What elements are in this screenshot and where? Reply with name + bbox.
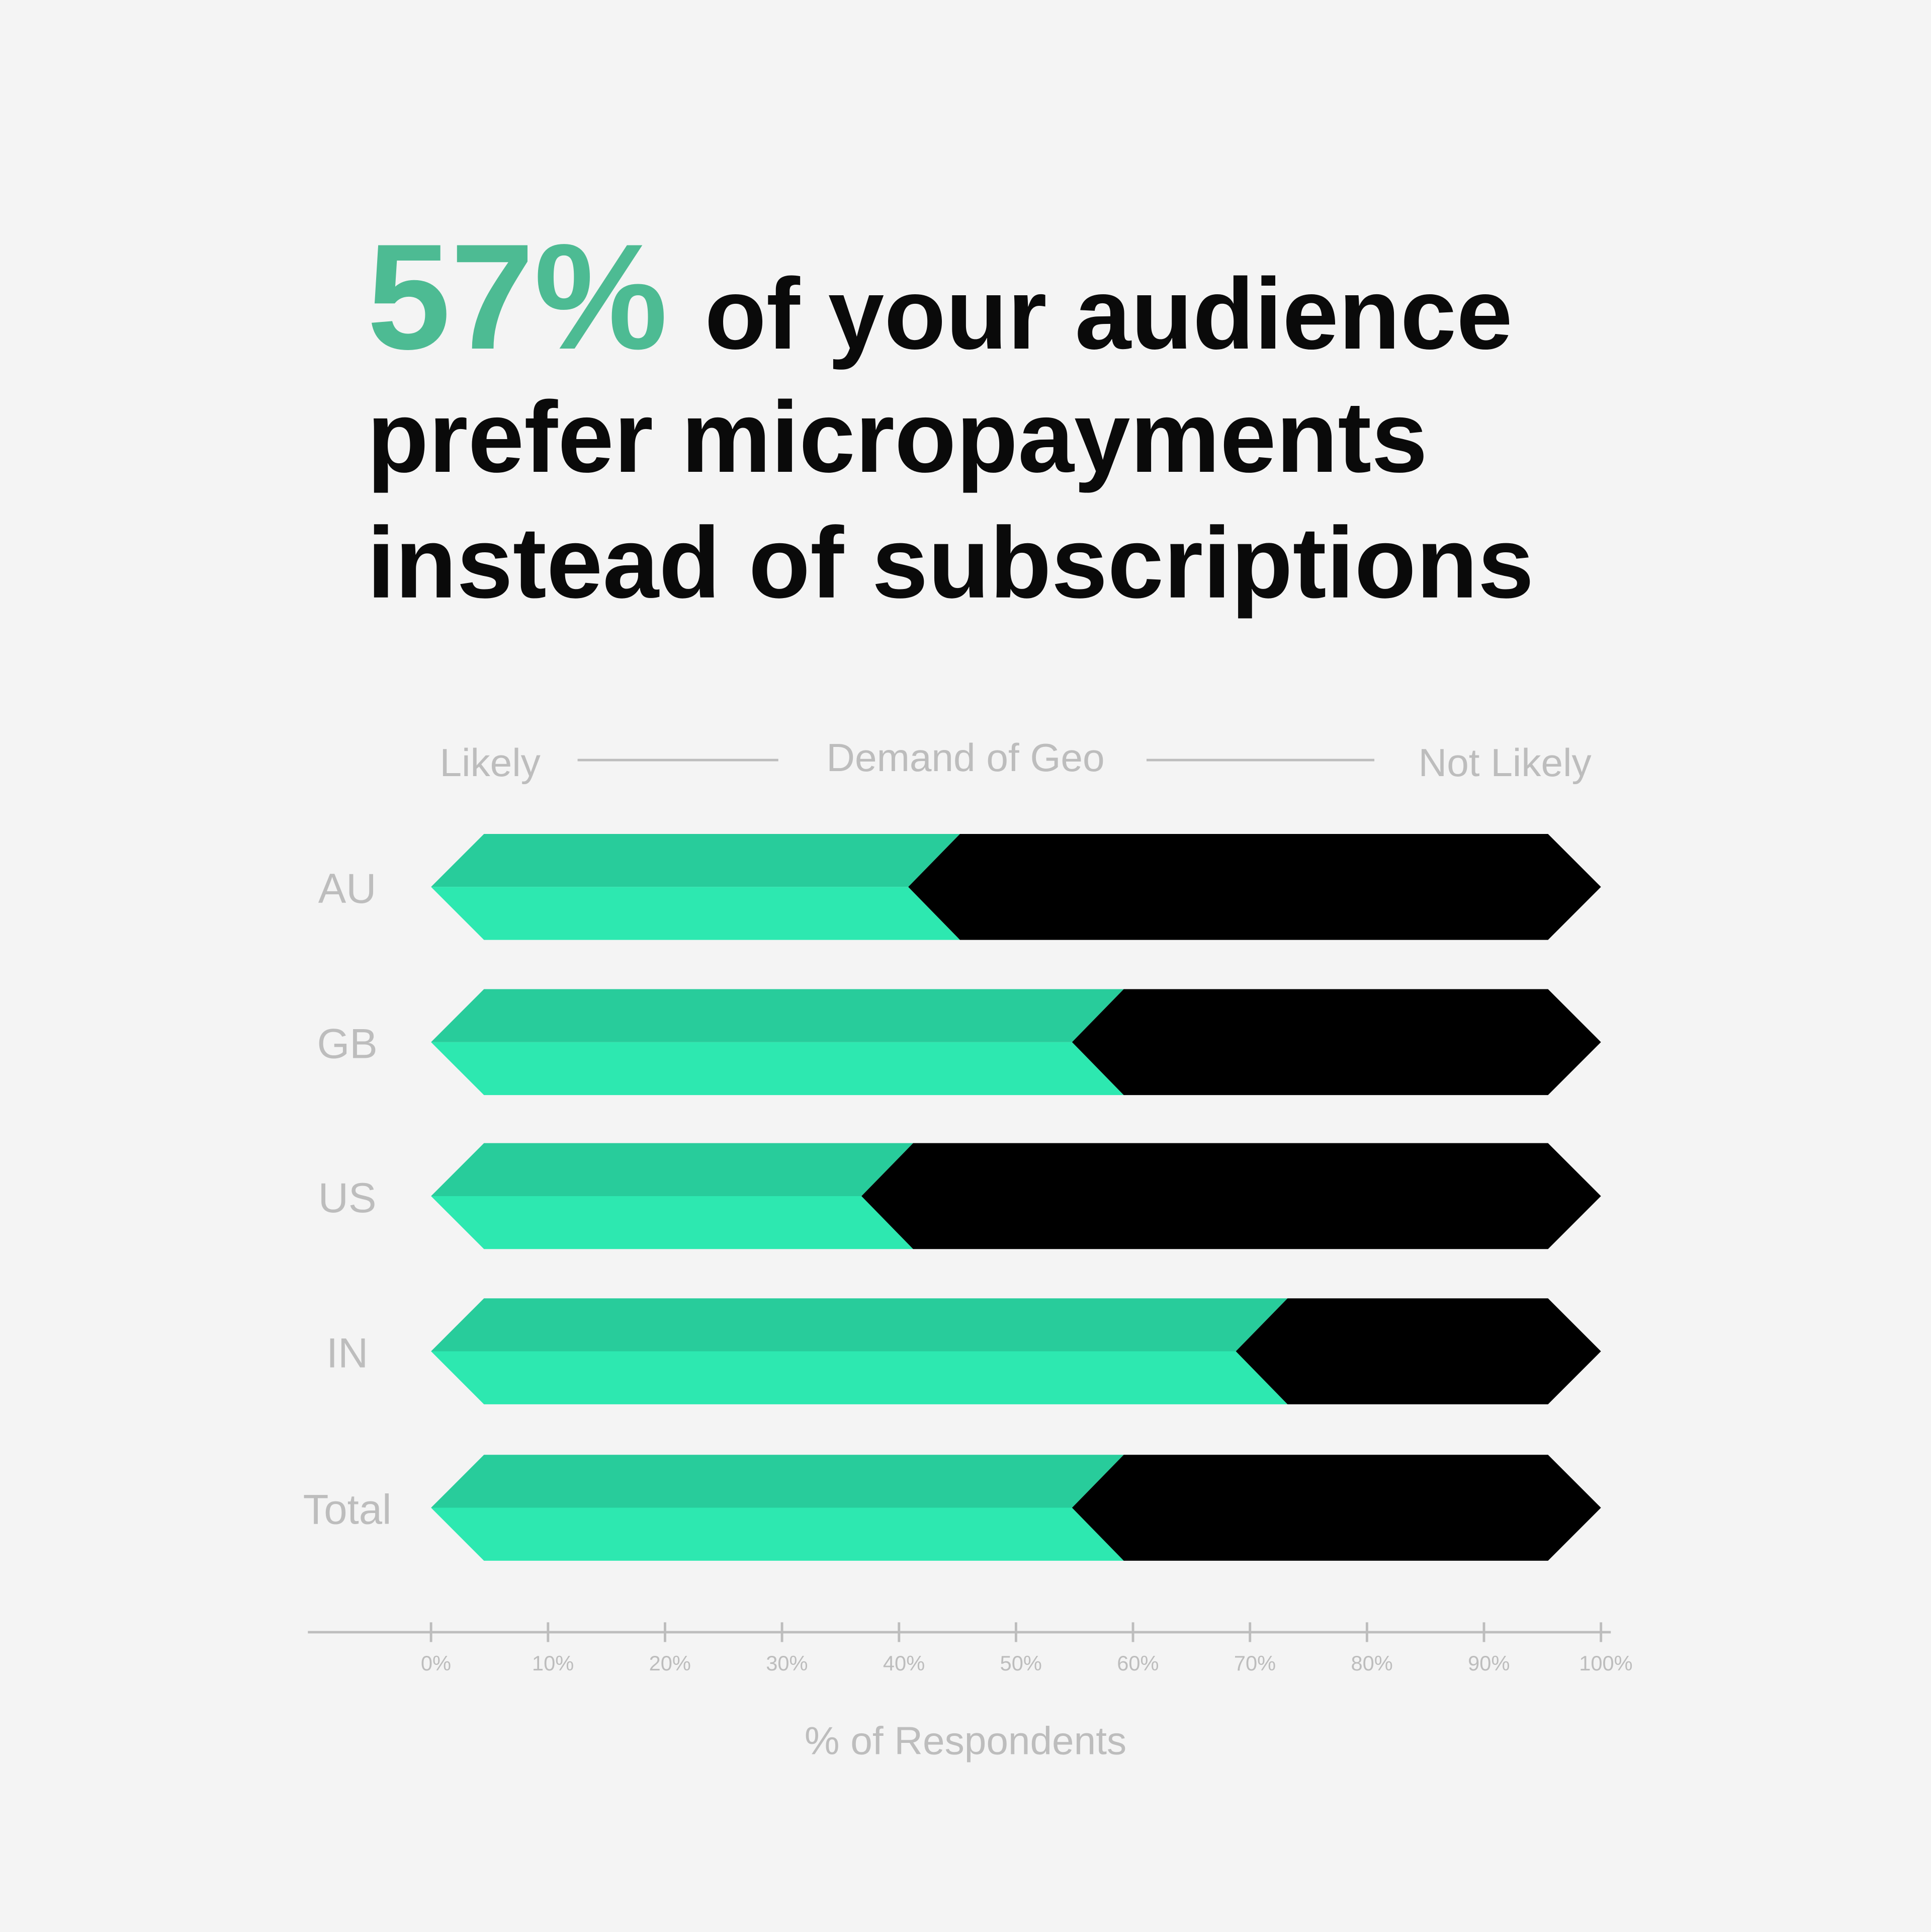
legend-label: Likely bbox=[440, 740, 541, 785]
y-tick-label: GB bbox=[317, 1021, 377, 1067]
bar-top bbox=[431, 833, 960, 887]
bar-top bbox=[431, 1455, 1124, 1508]
bar-segment bbox=[861, 1143, 1601, 1249]
x-tick-label: 30% bbox=[766, 1651, 808, 1675]
header-label: Demand of Geo bbox=[826, 735, 1104, 780]
bar-segment bbox=[1072, 1455, 1601, 1561]
bar-top bbox=[431, 989, 1124, 1042]
y-tick-label: US bbox=[318, 1174, 377, 1221]
x-tick-label: 70% bbox=[1234, 1651, 1276, 1675]
x-tick-label: 40% bbox=[883, 1651, 925, 1675]
bar-segment bbox=[431, 989, 1124, 1096]
bar-top bbox=[431, 1143, 913, 1196]
bar-bottom bbox=[431, 1507, 1124, 1561]
bar-segment bbox=[431, 1455, 1124, 1561]
chart-title: prefer micropayments bbox=[367, 380, 1428, 493]
bar-segment bbox=[1236, 1298, 1601, 1404]
x-tick-label: 10% bbox=[532, 1651, 574, 1675]
bar-top bbox=[431, 1298, 1288, 1352]
y-tick-label: Total bbox=[303, 1486, 392, 1533]
title-highlight: 57% bbox=[367, 213, 668, 381]
bar-segment bbox=[908, 833, 1601, 940]
bar-bottom bbox=[431, 1196, 913, 1249]
bar-bottom bbox=[431, 1351, 1288, 1404]
x-tick-label: 90% bbox=[1468, 1651, 1510, 1675]
bar-bottom bbox=[431, 1042, 1124, 1096]
y-tick-label: AU bbox=[318, 865, 377, 912]
bar-segment bbox=[431, 833, 960, 940]
bar-body bbox=[861, 1143, 1601, 1249]
legend-label: Not Likely bbox=[1419, 740, 1592, 785]
bar-segment bbox=[431, 1298, 1288, 1404]
bar-bottom bbox=[431, 887, 960, 940]
x-tick-label: 0% bbox=[421, 1651, 451, 1675]
x-tick-label: 20% bbox=[649, 1651, 691, 1675]
bar-body bbox=[1236, 1298, 1601, 1404]
bar-segment bbox=[431, 1143, 913, 1249]
chart-title: instead of subscriptions bbox=[367, 506, 1534, 619]
y-tick-label: IN bbox=[326, 1329, 368, 1376]
x-axis-label: % of Respondents bbox=[805, 1718, 1126, 1762]
x-tick-label: 60% bbox=[1117, 1651, 1159, 1675]
bar-segment bbox=[1072, 989, 1601, 1096]
chart-title: of your audience bbox=[705, 257, 1513, 370]
bar-body bbox=[1072, 989, 1601, 1096]
bar-body bbox=[908, 833, 1601, 940]
x-tick-label: 80% bbox=[1351, 1651, 1393, 1675]
x-tick-label: 100% bbox=[1579, 1651, 1632, 1675]
bar-body bbox=[1072, 1455, 1601, 1561]
x-tick-label: 50% bbox=[1000, 1651, 1042, 1675]
